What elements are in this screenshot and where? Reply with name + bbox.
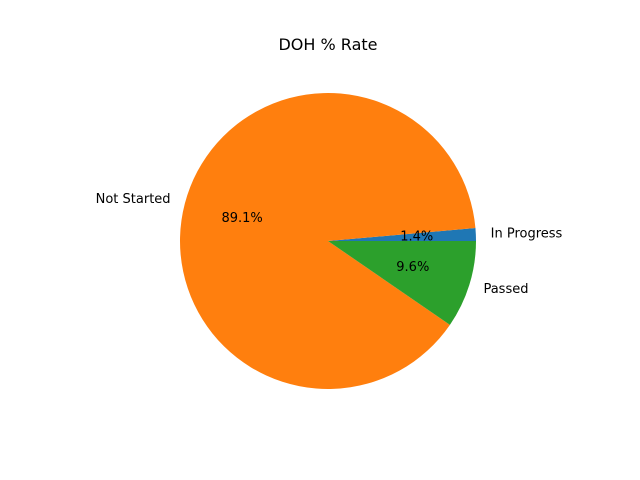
chart-title: DOH % Rate	[278, 35, 377, 54]
pie-slices	[180, 92, 476, 389]
slice-percent-label: 89.1%	[221, 211, 262, 226]
slice-label: In Progress	[491, 226, 563, 241]
slice-percent-label: 1.4%	[400, 230, 433, 245]
pie-slice-in-progress	[328, 228, 476, 241]
pie-slice-passed	[328, 241, 476, 325]
slice-label: Passed	[483, 282, 528, 297]
pie-labels: In Progress 1.4% Not Started 89.1% Passed 9.6…	[96, 192, 563, 297]
slice-label: Not Started	[96, 192, 171, 207]
pie-slice-not-started	[180, 92, 476, 389]
slice-percent-label: 9.6%	[396, 260, 429, 275]
